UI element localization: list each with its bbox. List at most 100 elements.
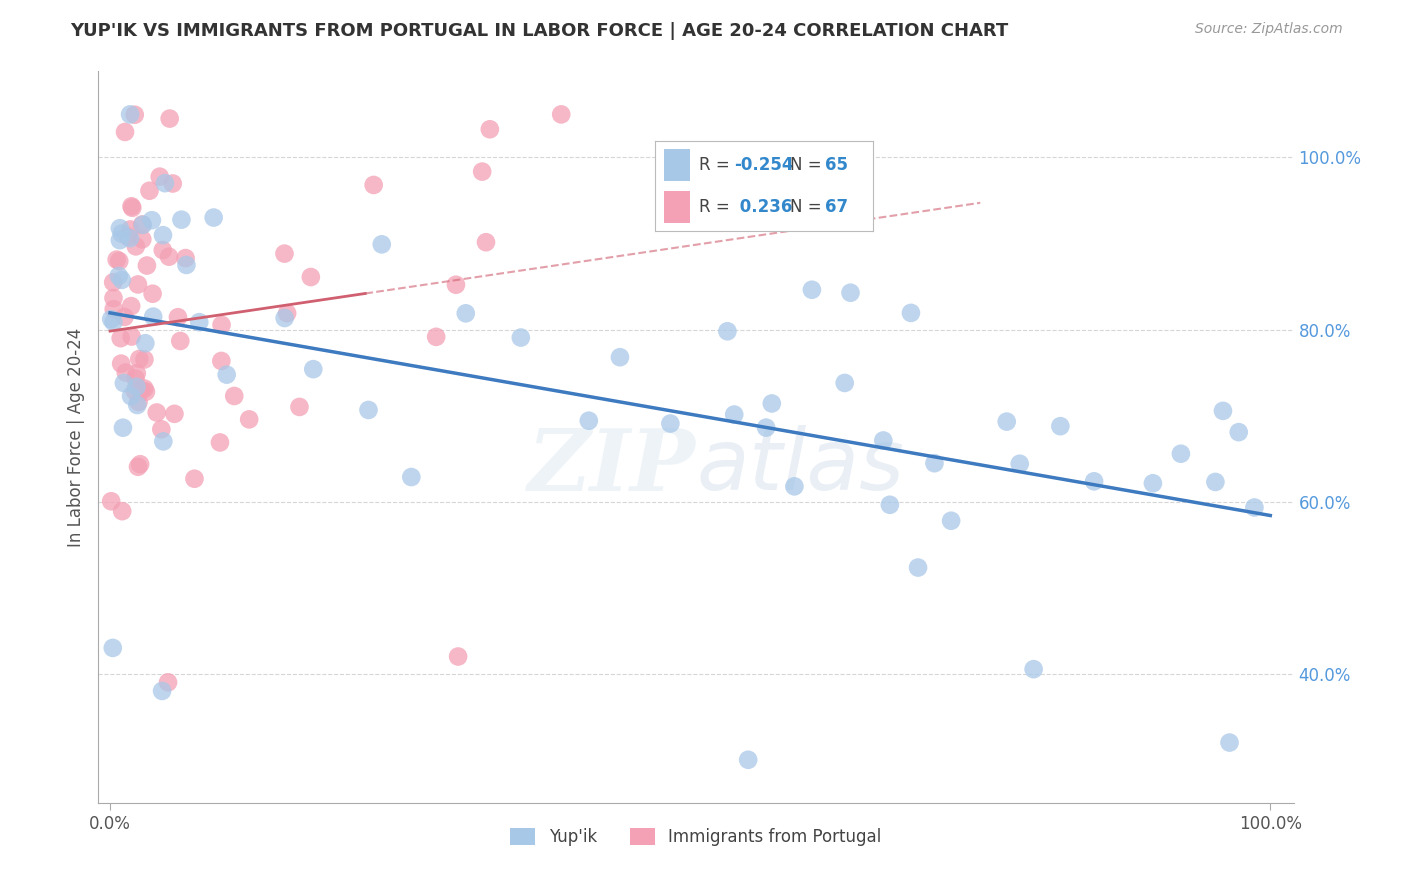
Point	[103, 291, 125, 305]
Point	[1218, 735, 1240, 749]
Point	[152, 243, 174, 257]
Text: YUP'IK VS IMMIGRANTS FROM PORTUGAL IN LABOR FORCE | AGE 20-24 CORRELATION CHART: YUP'IK VS IMMIGRANTS FROM PORTUGAL IN LA…	[70, 22, 1008, 40]
Point	[834, 376, 856, 390]
Point	[134, 382, 156, 396]
Point	[475, 235, 498, 250]
Point	[131, 232, 153, 246]
Point	[127, 398, 149, 412]
Point	[162, 177, 184, 191]
Text: ZIP: ZIP	[529, 425, 696, 508]
Point	[157, 675, 180, 690]
Point	[1170, 447, 1192, 461]
Point	[1049, 419, 1071, 434]
Point	[737, 753, 759, 767]
Point	[578, 414, 600, 428]
Point	[209, 354, 232, 368]
Point	[103, 275, 125, 289]
Point	[110, 331, 132, 345]
Point	[1243, 500, 1265, 515]
Point	[872, 434, 894, 448]
Point	[121, 329, 143, 343]
Point	[131, 218, 153, 232]
Point	[111, 504, 134, 518]
Bar	[664, 150, 690, 181]
Point	[111, 227, 134, 241]
Point	[120, 107, 142, 121]
Y-axis label: In Labor Force | Age 20-24: In Labor Force | Age 20-24	[66, 327, 84, 547]
Point	[907, 560, 929, 574]
Point	[120, 222, 142, 236]
Point	[609, 350, 631, 364]
Point	[141, 213, 163, 227]
Point	[169, 334, 191, 348]
Point	[124, 371, 146, 385]
Text: 67: 67	[825, 197, 848, 216]
Point	[357, 403, 380, 417]
Point	[800, 283, 823, 297]
Point	[103, 315, 125, 329]
Point	[176, 258, 198, 272]
Point	[125, 366, 148, 380]
Bar	[664, 192, 690, 223]
Point	[108, 254, 131, 268]
Point	[134, 352, 156, 367]
Point	[111, 420, 134, 434]
Point	[108, 221, 131, 235]
Point	[131, 384, 153, 398]
Point	[114, 310, 136, 324]
Point	[238, 412, 260, 426]
Text: N =: N =	[790, 197, 827, 216]
Point	[211, 318, 233, 332]
Point	[132, 218, 155, 232]
Point	[107, 268, 129, 283]
Point	[134, 336, 156, 351]
Point	[302, 362, 325, 376]
Point	[114, 125, 136, 139]
Point	[183, 472, 205, 486]
Point	[114, 366, 136, 380]
Point	[900, 306, 922, 320]
Point	[152, 434, 174, 449]
Point	[371, 237, 394, 252]
Point	[1227, 425, 1250, 439]
Point	[716, 324, 738, 338]
Point	[149, 169, 172, 184]
Point	[142, 310, 165, 324]
Point	[150, 684, 173, 698]
Point	[105, 252, 128, 267]
Point	[117, 229, 139, 244]
Point	[276, 306, 298, 320]
Point	[110, 357, 132, 371]
Point	[1083, 475, 1105, 489]
Point	[125, 239, 148, 253]
Text: 0.236: 0.236	[734, 197, 792, 216]
Point	[138, 184, 160, 198]
Point	[153, 176, 176, 190]
Point	[783, 479, 806, 493]
Point	[136, 259, 159, 273]
Point	[174, 251, 197, 265]
Point	[120, 389, 142, 403]
Point	[103, 302, 125, 317]
Point	[100, 312, 122, 326]
Point	[163, 407, 186, 421]
Point	[124, 108, 146, 122]
Text: N =: N =	[790, 155, 827, 174]
Point	[208, 435, 231, 450]
Point	[170, 212, 193, 227]
Point	[659, 417, 682, 431]
Point	[167, 310, 190, 325]
Point	[299, 270, 322, 285]
Point	[755, 420, 778, 434]
Point	[224, 389, 246, 403]
Point	[761, 396, 783, 410]
Point	[215, 368, 238, 382]
Point	[127, 459, 149, 474]
Point	[128, 351, 150, 366]
Point	[1204, 475, 1226, 489]
Point	[509, 330, 531, 344]
Text: R =: R =	[699, 197, 735, 216]
Point	[401, 470, 423, 484]
Point	[447, 649, 470, 664]
Point	[125, 380, 148, 394]
